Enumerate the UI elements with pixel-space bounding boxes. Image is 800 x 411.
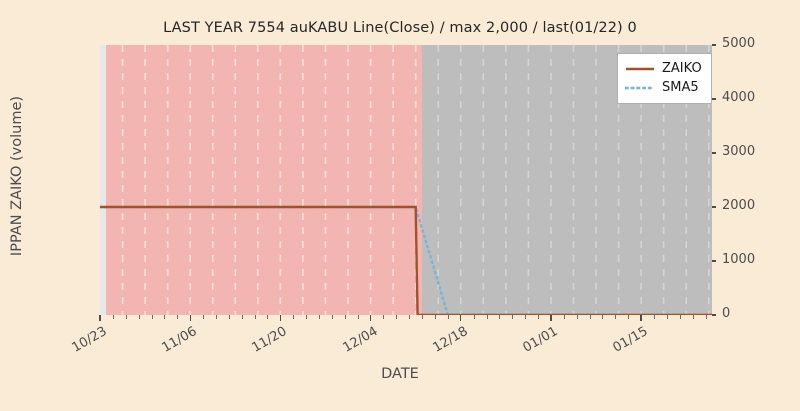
x-minor-tick-mark xyxy=(241,315,243,319)
legend-swatch-sma5-icon xyxy=(625,82,655,94)
x-minor-tick-mark xyxy=(177,315,179,319)
x-minor-tick-mark xyxy=(151,315,153,319)
y-axis-title: IPPAN ZAIKO (volume) xyxy=(9,95,25,257)
legend-swatch-zaiko-icon xyxy=(625,63,655,75)
x-minor-tick-mark xyxy=(666,315,668,319)
x-minor-tick-mark xyxy=(525,315,527,319)
x-minor-tick-mark xyxy=(306,315,308,319)
y-tick-mark xyxy=(712,260,716,262)
x-minor-tick-mark xyxy=(409,315,411,319)
x-minor-tick-mark xyxy=(357,315,359,319)
y-tick-mark xyxy=(712,206,716,208)
x-minor-tick-mark xyxy=(692,315,694,319)
x-minor-tick-mark xyxy=(538,315,540,319)
y-tick-mark xyxy=(712,152,716,154)
x-minor-tick-mark xyxy=(512,315,514,319)
x-minor-tick-mark xyxy=(125,315,127,319)
chart-legend[interactable]: ZAIKO SMA5 xyxy=(617,53,712,104)
y-tick-label: 5000 xyxy=(722,36,756,51)
x-tick-mark xyxy=(279,315,282,321)
data-series-layer xyxy=(100,205,712,315)
x-tick-mark xyxy=(460,315,462,321)
x-minor-tick-mark xyxy=(383,315,385,319)
y-tick-label: 0 xyxy=(722,306,731,321)
x-minor-tick-mark xyxy=(293,315,295,319)
chart-figure: LAST YEAR 7554 auKABU Line(Close) / max … xyxy=(9,20,756,382)
x-minor-tick-mark xyxy=(705,315,707,319)
x-minor-tick-mark xyxy=(499,315,501,319)
x-minor-tick-mark xyxy=(203,315,205,319)
x-minor-tick-mark xyxy=(267,315,269,319)
x-minor-tick-mark xyxy=(434,315,436,319)
x-tick-label: 11/06 xyxy=(159,324,200,356)
x-tick-mark xyxy=(369,315,372,321)
y-tick-label: 2000 xyxy=(722,198,756,213)
x-minor-tick-mark xyxy=(164,315,166,319)
x-minor-tick-mark xyxy=(615,315,617,319)
y-tick-mark xyxy=(712,44,716,46)
x-minor-tick-mark xyxy=(254,315,256,319)
x-minor-tick-mark xyxy=(563,315,565,319)
x-minor-tick-mark xyxy=(138,315,140,319)
legend-label-sma5: SMA5 xyxy=(662,80,699,95)
x-minor-tick-mark xyxy=(589,315,591,319)
x-minor-tick-mark xyxy=(602,315,604,319)
x-minor-tick-mark xyxy=(473,315,475,319)
x-minor-tick-mark xyxy=(344,315,346,319)
legend-item-sma5[interactable]: SMA5 xyxy=(625,78,704,97)
x-minor-tick-mark xyxy=(331,315,333,319)
x-tick-label: 10/23 xyxy=(69,324,110,356)
x-minor-tick-mark xyxy=(319,315,321,319)
x-tick-mark xyxy=(550,315,552,321)
x-minor-tick-mark xyxy=(422,315,424,319)
x-minor-tick-mark xyxy=(654,315,656,319)
background-span-pink xyxy=(106,45,422,315)
x-minor-tick-mark xyxy=(228,315,230,319)
x-minor-tick-mark xyxy=(215,315,217,319)
x-minor-tick-mark xyxy=(628,315,630,319)
y-tick-mark xyxy=(712,98,716,100)
series-line-sma5 xyxy=(100,205,712,315)
y-tick-label: 1000 xyxy=(722,252,756,267)
x-tick-mark xyxy=(640,315,642,321)
x-minor-tick-mark xyxy=(112,315,114,319)
x-minor-tick-mark xyxy=(396,315,398,319)
x-tick-label: 11/20 xyxy=(249,324,290,356)
x-tick-label: 01/01 xyxy=(520,324,561,356)
legend-item-zaiko[interactable]: ZAIKO xyxy=(625,59,704,78)
chart-title: LAST YEAR 7554 auKABU Line(Close) / max … xyxy=(163,20,637,36)
x-tick-label: 12/18 xyxy=(430,324,471,356)
x-minor-tick-mark xyxy=(576,315,578,319)
x-minor-tick-mark xyxy=(447,315,449,319)
x-tick-mark xyxy=(189,315,191,321)
y-tick-label: 3000 xyxy=(722,144,756,159)
x-tick-mark xyxy=(99,315,101,321)
x-tick-label: 12/04 xyxy=(340,324,381,356)
legend-label-zaiko: ZAIKO xyxy=(662,61,702,76)
y-tick-label: 4000 xyxy=(722,90,756,105)
series-line-zaiko xyxy=(100,205,712,315)
y-tick-mark xyxy=(712,314,716,316)
x-tick-label: 01/15 xyxy=(610,324,651,356)
x-minor-tick-mark xyxy=(486,315,488,319)
x-axis-title: DATE xyxy=(381,366,419,382)
x-minor-tick-mark xyxy=(679,315,681,319)
